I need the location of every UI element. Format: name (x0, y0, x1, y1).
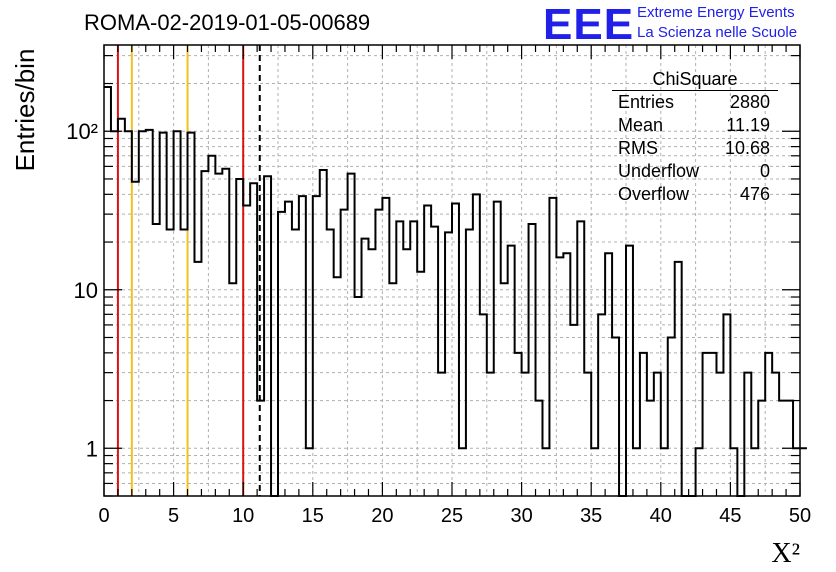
stats-box-title: ChiSquare (612, 68, 778, 91)
stats-label: Mean (618, 115, 664, 135)
x-tick-label: 10 (232, 505, 254, 527)
y-axis-label: Entries/bin (10, 49, 40, 172)
stats-box: ChiSquare Entries 2880 Mean 11.19 RMS 10.68 Un… (612, 68, 778, 206)
eee-logo-line-1: Extreme Energy Events (637, 4, 795, 21)
x-tick-label: 5 (168, 505, 179, 527)
y-tick-labels: 1 10 10² (66, 119, 98, 461)
eee-logo: EEE (543, 0, 635, 49)
stats-value: 476 (739, 184, 770, 204)
eee-logo-line-2: La Scienza nelle Scuole (637, 24, 798, 41)
x-tick-label: 35 (580, 505, 602, 527)
y-tick-label: 10 (74, 278, 98, 303)
x-tick-label: 40 (650, 505, 672, 527)
stats-label: Overflow (618, 184, 690, 204)
x-tick-label: 25 (441, 505, 463, 527)
x-tick-label: 50 (789, 505, 811, 527)
x-tick-label: 0 (98, 505, 109, 527)
stats-row-rms: RMS 10.68 (612, 137, 778, 160)
axis-ticks (103, 45, 801, 497)
stats-row-entries: Entries 2880 (612, 91, 778, 114)
stats-label: RMS (618, 138, 658, 158)
y-tick-label: 1 (86, 436, 98, 461)
x-axis-label: X² (771, 538, 800, 569)
x-tick-label: 30 (510, 505, 532, 527)
stats-row-underflow: Underflow 0 (612, 160, 778, 183)
stats-value: 0 (759, 161, 770, 181)
run-title: ROMA-02-2019-01-05-00689 (84, 10, 371, 35)
x-tick-labels: 0 5 10 15 20 25 30 35 40 45 50 (98, 505, 811, 527)
stats-value: 11.19 (726, 115, 770, 135)
stats-label: Entries (618, 92, 675, 112)
histogram-series (104, 86, 807, 497)
stats-value: 10.68 (724, 138, 770, 158)
stats-row-overflow: Overflow 476 (612, 183, 778, 206)
stats-label: Underflow (618, 161, 700, 181)
x-tick-label: 20 (371, 505, 393, 527)
stats-rows: Entries 2880 Mean 11.19 RMS 10.68 Underflow 0 Ov… (612, 91, 778, 206)
y-tick-label: 10² (66, 119, 98, 144)
x-tick-label: 15 (302, 505, 324, 527)
stats-value: 2880 (729, 92, 770, 112)
stats-row-mean: Mean 11.19 (612, 114, 778, 137)
x-tick-label: 45 (719, 505, 741, 527)
